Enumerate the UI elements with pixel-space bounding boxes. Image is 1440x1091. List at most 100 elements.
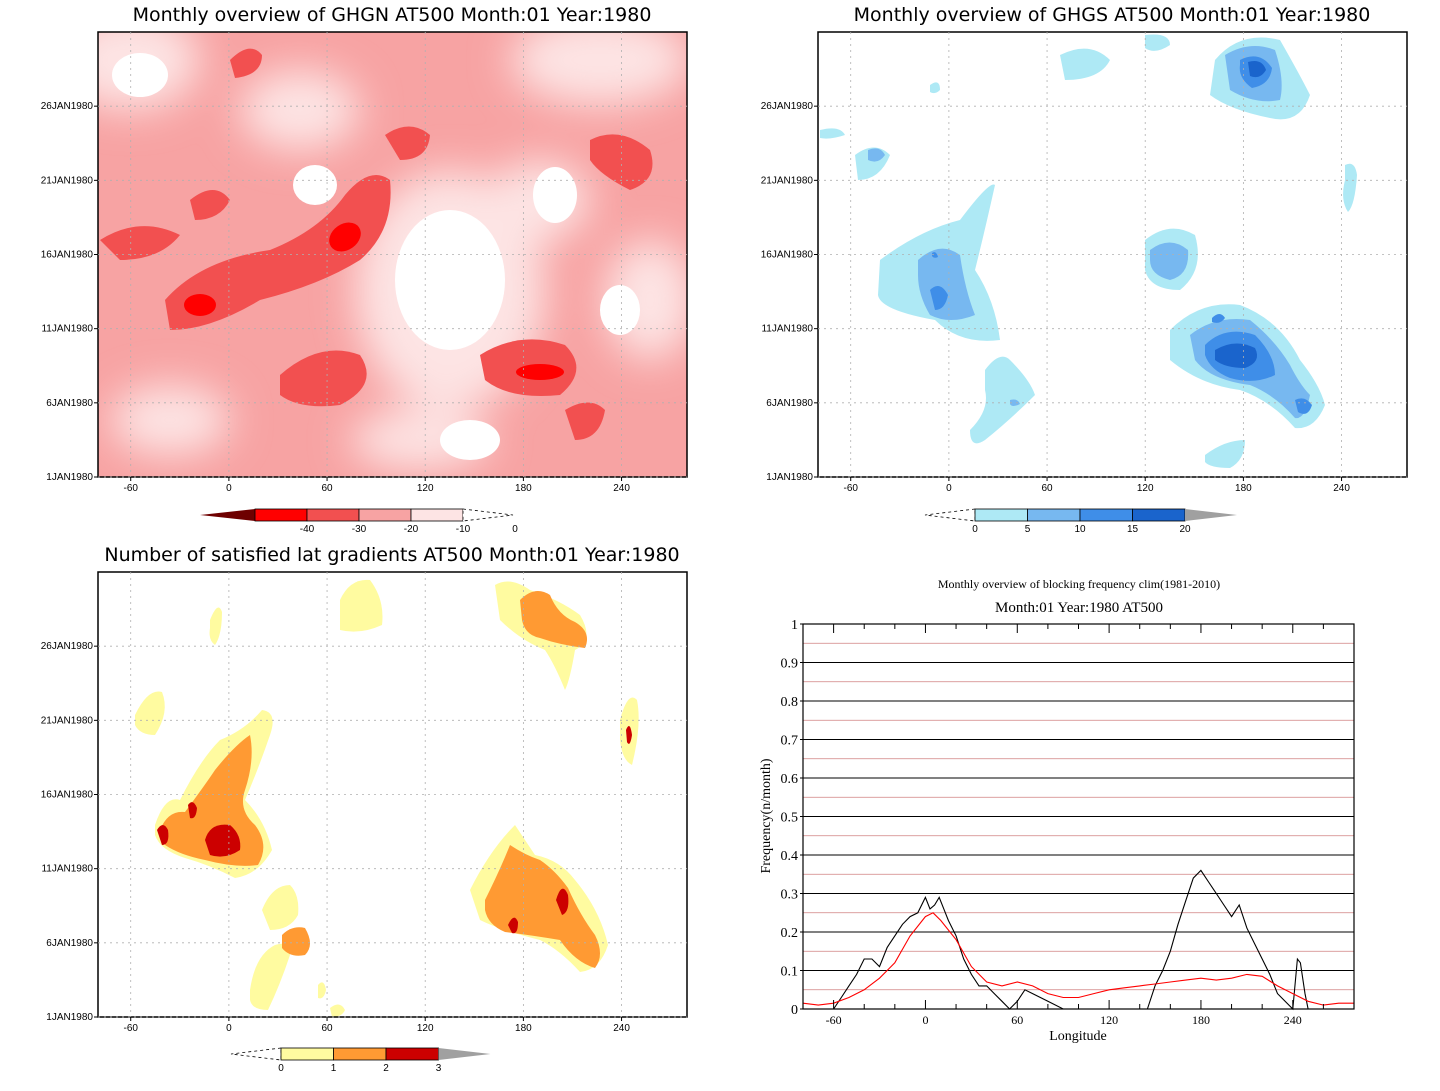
freq-y-tick-label: 0 bbox=[791, 1003, 798, 1018]
sat-colorbar-label: 1 bbox=[331, 1063, 337, 1074]
sat-y-ticks: 1JAN1980 6JAN1980 11JAN1980 16JAN1980 21JAN1… bbox=[41, 641, 98, 1023]
ghgn-colorbar-label: -40 bbox=[300, 524, 315, 535]
freq-ylabel: Frequency(n/month) bbox=[759, 758, 774, 873]
freq-y-tick-label: 1 bbox=[791, 618, 798, 633]
freq-y-tick-label: 0.8 bbox=[781, 695, 799, 710]
ghgs-x-tick-label: 120 bbox=[1137, 483, 1154, 494]
ghgn-x-tick-label: -60 bbox=[123, 483, 138, 494]
freq-y-ticks: 0 0.1 0.2 0.3 0.4 0.5 0.6 0.7 0.8 0.9 1 bbox=[781, 618, 803, 1018]
ghgn-y-tick-label: 6JAN1980 bbox=[46, 398, 93, 409]
sat-panel: Number of satisfied lat gradients AT500 … bbox=[41, 544, 688, 1074]
ghgs-colorbar-segment bbox=[1079, 508, 1133, 522]
ghgs-x-tick-label: 240 bbox=[1333, 483, 1350, 494]
freq-gridlines bbox=[803, 642, 1354, 991]
ghgn-y-ticks: 1JAN1980 6JAN1980 11JAN1980 16JAN1980 21JAN1… bbox=[41, 101, 98, 483]
sat-colorbar-right-arrow bbox=[438, 1048, 491, 1060]
ghgn-colorbar-segment bbox=[358, 508, 412, 522]
ghgs-y-tick-label: 1JAN1980 bbox=[766, 472, 813, 483]
ghgn-y-tick-label: 11JAN1980 bbox=[41, 324, 93, 335]
ghgn-colorbar-label: -20 bbox=[404, 524, 419, 535]
ghgs-y-tick-label: 21JAN1980 bbox=[761, 175, 814, 186]
ghgs-x-ticks: -60 0 60 120 180 240 bbox=[843, 477, 1350, 494]
sat-title: Number of satisfied lat gradients AT500 … bbox=[104, 544, 679, 566]
ghgn-x-tick-label: 0 bbox=[226, 483, 232, 494]
freq-y-tick-label: 0.4 bbox=[781, 849, 799, 864]
ghgs-colorbar-right-arrow bbox=[1185, 509, 1237, 521]
freq-x-tick-label: 240 bbox=[1284, 1013, 1302, 1027]
freq-y-tick-label: 0.2 bbox=[781, 926, 799, 941]
freq-x-tick-label: 120 bbox=[1100, 1013, 1118, 1027]
ghgs-panel: Monthly overview of GHGS AT500 Month:01 … bbox=[761, 4, 1408, 535]
ghgn-colorbar-segment bbox=[410, 508, 464, 522]
sat-y-tick-label: 26JAN1980 bbox=[41, 641, 94, 652]
sat-x-tick-label: 60 bbox=[321, 1023, 333, 1034]
sat-gridlines bbox=[98, 572, 687, 1018]
sat-x-tick-label: 180 bbox=[515, 1023, 532, 1034]
ghgs-x-tick-label: 0 bbox=[946, 483, 952, 494]
ghgs-colorbar-segment bbox=[974, 508, 1028, 522]
ghgn-colorbar-segment bbox=[306, 508, 360, 522]
ghgn-x-tick-label: 60 bbox=[321, 483, 333, 494]
ghgs-colorbar-segment bbox=[1027, 508, 1081, 522]
freq-series-black-line bbox=[803, 869, 1354, 1011]
ghgn-colorbar-label: -30 bbox=[352, 524, 367, 535]
ghgn-y-tick-label: 16JAN1980 bbox=[41, 250, 94, 261]
sat-colorbar: 0 1 2 3 bbox=[230, 1047, 491, 1074]
ghgn-dark-cores bbox=[184, 222, 564, 380]
sat-x-ticks: -60 0 60 120 180 240 bbox=[123, 1017, 630, 1034]
freq-y-tick-label: 0.7 bbox=[781, 734, 799, 749]
ghgs-colorbar-left-arrow bbox=[924, 508, 976, 522]
sat-y-tick-label: 6JAN1980 bbox=[46, 938, 93, 949]
ghgs-gridlines bbox=[818, 32, 1407, 478]
ghgn-title: Monthly overview of GHGN AT500 Month:01 … bbox=[133, 4, 652, 26]
ghgs-colorbar-label: 20 bbox=[1179, 524, 1191, 535]
freq-subtitle: Month:01 Year:1980 AT500 bbox=[995, 600, 1163, 616]
freq-y-tick-label: 0.5 bbox=[781, 811, 799, 826]
ghgs-y-tick-label: 6JAN1980 bbox=[766, 398, 813, 409]
sat-colorbar-segment bbox=[385, 1047, 439, 1061]
sat-colorbar-label: 3 bbox=[436, 1063, 442, 1074]
sat-x-tick-label: 240 bbox=[613, 1023, 630, 1034]
freq-x-tick-label: 180 bbox=[1192, 1013, 1210, 1027]
ghgs-colorbar-segment bbox=[1132, 508, 1186, 522]
freq-y-tick-label: 0.9 bbox=[781, 657, 799, 672]
ghgn-y-tick-label: 21JAN1980 bbox=[41, 175, 94, 186]
ghgs-colorbar-label: 15 bbox=[1127, 524, 1139, 535]
ghgn-x-ticks: -60 0 60 120 180 240 bbox=[123, 477, 630, 494]
ghgs-y-tick-label: 16JAN1980 bbox=[761, 250, 814, 261]
freq-title: Monthly overview of blocking frequency c… bbox=[938, 577, 1220, 591]
ghgn-x-tick-label: 120 bbox=[417, 483, 434, 494]
ghgs-colorbar-label: 10 bbox=[1074, 524, 1086, 535]
ghgn-y-tick-label: 26JAN1980 bbox=[41, 101, 94, 112]
sat-colorbar-segment bbox=[280, 1047, 334, 1061]
sat-x-tick-label: -60 bbox=[123, 1023, 138, 1034]
freq-y-tick-label: 0.1 bbox=[781, 965, 799, 980]
sat-y-tick-label: 1JAN1980 bbox=[46, 1012, 93, 1023]
ghgn-field bbox=[98, 32, 687, 477]
ghgn-white-areas bbox=[112, 53, 640, 460]
freq-y-tick-label: 0.6 bbox=[781, 772, 799, 787]
sat-y-tick-label: 11JAN1980 bbox=[41, 864, 93, 875]
ghgn-gridlines bbox=[98, 32, 687, 478]
freq-xlabel: Longitude bbox=[1049, 1029, 1107, 1044]
freq-series-red-line bbox=[802, 912, 1354, 1006]
freq-x-tick-label: 60 bbox=[1011, 1013, 1023, 1027]
sat-level3-contours bbox=[157, 726, 632, 934]
sat-x-tick-label: 120 bbox=[417, 1023, 434, 1034]
ghgs-core-contours bbox=[1215, 61, 1266, 368]
sat-level2-contours bbox=[160, 591, 600, 968]
ghgs-y-tick-label: 11JAN1980 bbox=[761, 324, 813, 335]
ghgs-y-tick-label: 26JAN1980 bbox=[761, 101, 814, 112]
sat-colorbar-label: 0 bbox=[278, 1063, 284, 1074]
ghgs-x-tick-label: -60 bbox=[843, 483, 858, 494]
ghgn-x-tick-label: 240 bbox=[613, 483, 630, 494]
freq-y-tick-label: 0.3 bbox=[781, 888, 799, 903]
ghgs-colorbar-label: 5 bbox=[1025, 524, 1031, 535]
ghgn-colorbar-label: -10 bbox=[456, 524, 471, 535]
ghgn-colorbar-right-arrow bbox=[462, 508, 514, 522]
ghgs-colorbar: 0 5 10 15 20 bbox=[924, 508, 1237, 535]
sat-colorbar-segment bbox=[333, 1047, 387, 1061]
sat-x-tick-label: 0 bbox=[226, 1023, 232, 1034]
ghgn-x-tick-label: 180 bbox=[515, 483, 532, 494]
